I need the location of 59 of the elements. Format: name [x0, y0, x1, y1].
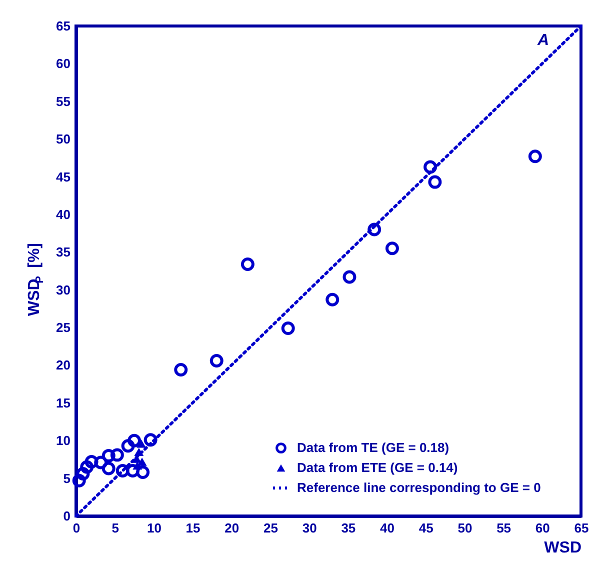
y-tick-label: 30	[56, 282, 70, 298]
point	[102, 448, 116, 462]
x-tick-label: 20	[224, 520, 240, 536]
point	[210, 354, 224, 368]
point	[528, 150, 542, 164]
y-tick-label: 55	[56, 94, 70, 109]
x-tick-label: 0	[72, 520, 80, 536]
y-tick-label: 0	[63, 508, 70, 524]
x-tick-label: 15	[186, 520, 200, 536]
y-tick-label: 25	[56, 320, 70, 336]
y-tick-label: 35	[56, 244, 70, 260]
y-tick-label: 20	[56, 358, 70, 373]
x-tick-label: 35	[341, 520, 356, 536]
legend-label: Data from ETE (GE = 0.14)	[297, 460, 458, 475]
point	[342, 270, 356, 284]
point	[137, 458, 147, 466]
point	[385, 242, 399, 256]
point	[132, 461, 142, 470]
point	[424, 160, 438, 174]
point	[110, 448, 124, 462]
x-tick-label: 10	[146, 520, 162, 536]
point	[428, 175, 442, 189]
point	[102, 462, 116, 476]
y-tick-label: 50	[56, 132, 70, 147]
point	[326, 292, 340, 306]
point	[121, 439, 135, 453]
point	[72, 474, 86, 488]
point	[136, 466, 150, 480]
point	[84, 454, 98, 468]
y-tick-label: 60	[56, 56, 70, 72]
x-tick-label: 55	[496, 520, 512, 536]
point	[128, 434, 142, 448]
y-tick-label: 40	[56, 206, 70, 222]
x-tick-label: 60	[535, 520, 550, 536]
x-tick-label: 40	[380, 520, 395, 536]
y-tick-label: 5	[63, 470, 70, 486]
x-tick-label: 45	[418, 520, 434, 536]
y-tick-label: 10	[56, 433, 70, 448]
x-tick-label: 30	[302, 520, 317, 536]
legend-label: Reference line corresponding to GE = 0	[297, 480, 541, 495]
point	[174, 363, 188, 376]
x-tick-label: 65	[574, 520, 589, 536]
point	[116, 464, 130, 478]
point	[76, 467, 90, 481]
point	[136, 440, 146, 448]
y-tick-label: 15	[56, 395, 70, 410]
x-tick-label: 5	[112, 520, 119, 536]
x-tick-label: 25	[263, 520, 278, 536]
x-tick-label: 50	[458, 520, 472, 536]
legend-label: Data from TE (GE = 0.18)	[297, 440, 450, 455]
y-tick-label: 65	[56, 18, 70, 34]
point	[368, 222, 382, 236]
y-tick-label: 45	[56, 169, 70, 184]
point	[144, 433, 158, 447]
point	[240, 257, 254, 271]
annotation: A	[536, 32, 549, 49]
x-axis-title: WSD	[544, 540, 582, 556]
point	[80, 460, 94, 474]
point	[281, 322, 295, 336]
